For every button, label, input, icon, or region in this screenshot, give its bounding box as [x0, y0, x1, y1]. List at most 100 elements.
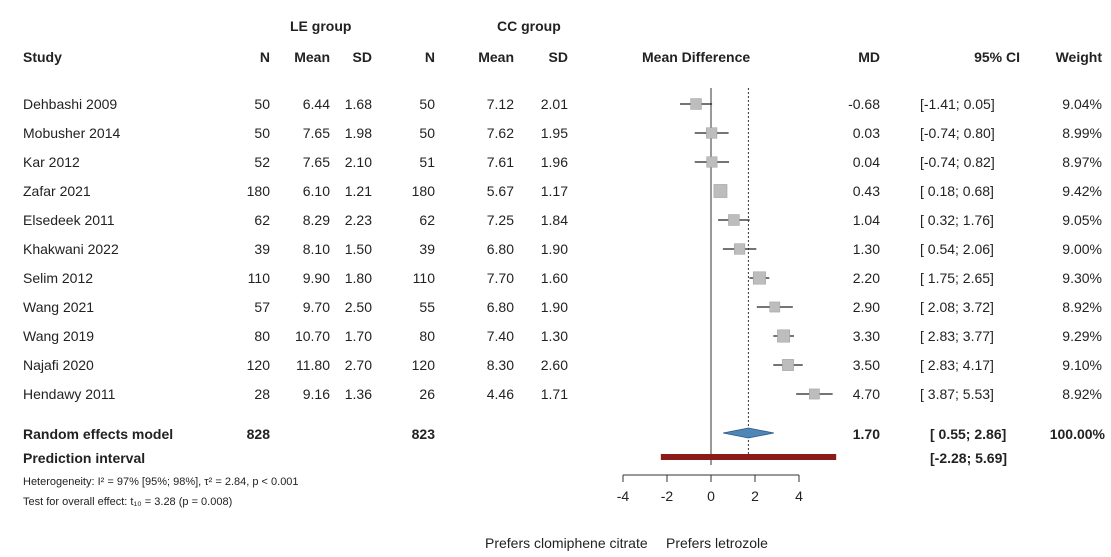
- cc-sd: 1.60: [540, 270, 568, 286]
- random-effects-weight: 100.00%: [1049, 426, 1105, 442]
- study-box: [809, 388, 820, 400]
- weight-value: 8.97%: [1062, 154, 1102, 170]
- md-value: 1.30: [852, 241, 880, 257]
- heterogeneity-text: Heterogeneity: I² = 97% [95%; 98%], τ² =…: [23, 476, 299, 488]
- cc-sd: 1.90: [540, 299, 568, 315]
- le-n: 57: [254, 299, 270, 315]
- cc-sd: 2.01: [540, 96, 568, 112]
- cc-n: 180: [411, 183, 435, 199]
- md-value: 1.04: [852, 212, 880, 228]
- ci-value: [ 2.83; 3.77]: [920, 328, 994, 344]
- cc-sd: 1.30: [540, 328, 568, 344]
- study-box: [706, 127, 718, 139]
- cc-mean: 7.62: [486, 125, 514, 141]
- cc-mean-header: Mean: [478, 49, 514, 65]
- study-name: Elsedeek 2011: [23, 212, 115, 228]
- x-tick-label: -2: [661, 488, 674, 504]
- cc-n: 26: [419, 386, 435, 402]
- weight-value: 9.00%: [1062, 241, 1102, 257]
- le-mean: 11.80: [296, 357, 330, 373]
- study-name: Khakwani 2022: [23, 241, 119, 257]
- x-tick-label: 0: [707, 488, 715, 504]
- cc-mean: 7.70: [486, 270, 514, 286]
- md-value: 2.20: [852, 270, 880, 286]
- le-mean: 6.10: [302, 183, 330, 199]
- cc-n-header: N: [424, 49, 435, 65]
- study-name: Wang 2019: [23, 328, 95, 344]
- ci-value: [-1.41; 0.05]: [920, 96, 995, 112]
- left-direction-label: Prefers clomiphene citrate: [485, 535, 648, 551]
- study-box: [769, 301, 781, 313]
- le-n: 39: [254, 241, 270, 257]
- cc-mean: 5.67: [486, 183, 514, 199]
- weight-value: 9.30%: [1062, 270, 1102, 286]
- cc-sd: 1.96: [540, 154, 568, 170]
- study-name: Zafar 2021: [23, 183, 91, 199]
- cc-mean: 7.25: [486, 212, 514, 228]
- le-n-header: N: [259, 49, 270, 65]
- md-value: 4.70: [852, 386, 880, 402]
- study-name: Dehbashi 2009: [23, 96, 118, 112]
- cc-n: 50: [419, 96, 435, 112]
- cc-n: 110: [412, 270, 435, 286]
- le-sd: 2.10: [344, 154, 372, 170]
- weight-value: 8.92%: [1062, 386, 1102, 402]
- le-n: 120: [246, 357, 270, 373]
- study-box: [706, 156, 718, 168]
- le-n: 110: [247, 270, 270, 286]
- cc-sd-header: SD: [548, 49, 568, 65]
- cc-mean: 7.40: [486, 328, 514, 344]
- right-direction-label: Prefers letrozole: [666, 535, 768, 551]
- study-name: Selim 2012: [23, 270, 94, 286]
- study-box: [690, 98, 702, 110]
- mean-difference-header: Mean Difference: [642, 49, 751, 65]
- ci-value: [ 2.83; 4.17]: [920, 357, 994, 373]
- study-name: Mobusher 2014: [23, 125, 121, 141]
- le-sd: 2.50: [344, 299, 372, 315]
- weight-header: Weight: [1055, 49, 1102, 65]
- study-box: [752, 271, 766, 285]
- x-tick-label: 4: [795, 488, 803, 504]
- cc-sd: 1.84: [540, 212, 568, 228]
- le-mean: 10.70: [294, 328, 330, 344]
- le-sd: 1.21: [344, 183, 372, 199]
- study-box: [777, 329, 791, 343]
- ci-value: [ 2.08; 3.72]: [920, 299, 994, 315]
- md-header: MD: [858, 49, 880, 65]
- ci-value: [ 1.75; 2.65]: [920, 270, 994, 286]
- md-value: 0.43: [852, 183, 880, 199]
- prediction-interval-bar: [660, 454, 837, 460]
- le-sd: 1.98: [344, 125, 372, 141]
- study-name: Kar 2012: [23, 154, 80, 170]
- ci-value: [-0.74; 0.82]: [920, 154, 995, 170]
- cc-sd: 1.95: [540, 125, 568, 141]
- cc-sd: 1.71: [540, 386, 568, 402]
- le-n: 50: [254, 96, 270, 112]
- le-mean: 7.65: [302, 154, 330, 170]
- le-mean: 7.65: [302, 125, 330, 141]
- le-n: 52: [254, 154, 270, 170]
- x-tick-label: -4: [617, 488, 630, 504]
- cc-n: 62: [419, 212, 435, 228]
- study-box: [782, 359, 794, 371]
- le-mean: 9.16: [302, 386, 330, 402]
- cc-n: 50: [419, 125, 435, 141]
- study-box: [728, 214, 740, 226]
- le-mean: 6.44: [302, 96, 330, 112]
- cc-n: 120: [411, 357, 435, 373]
- md-value: 0.04: [852, 154, 880, 170]
- le-sd: 2.23: [344, 212, 372, 228]
- le-n: 62: [254, 212, 270, 228]
- weight-value: 8.99%: [1062, 125, 1102, 141]
- cc-mean: 7.12: [486, 96, 514, 112]
- le-mean: 8.29: [302, 212, 330, 228]
- md-value: 3.50: [852, 357, 880, 373]
- study-column-header: Study: [23, 49, 62, 65]
- ci-value: [ 0.18; 0.68]: [920, 183, 994, 199]
- random-effects-le-n: 828: [246, 426, 270, 442]
- prediction-interval-ci: [-2.28; 5.69]: [930, 450, 1008, 466]
- le-mean-header: Mean: [294, 49, 330, 65]
- random-effects-ci: [ 0.55; 2.86]: [930, 426, 1007, 442]
- le-mean: 8.10: [302, 241, 330, 257]
